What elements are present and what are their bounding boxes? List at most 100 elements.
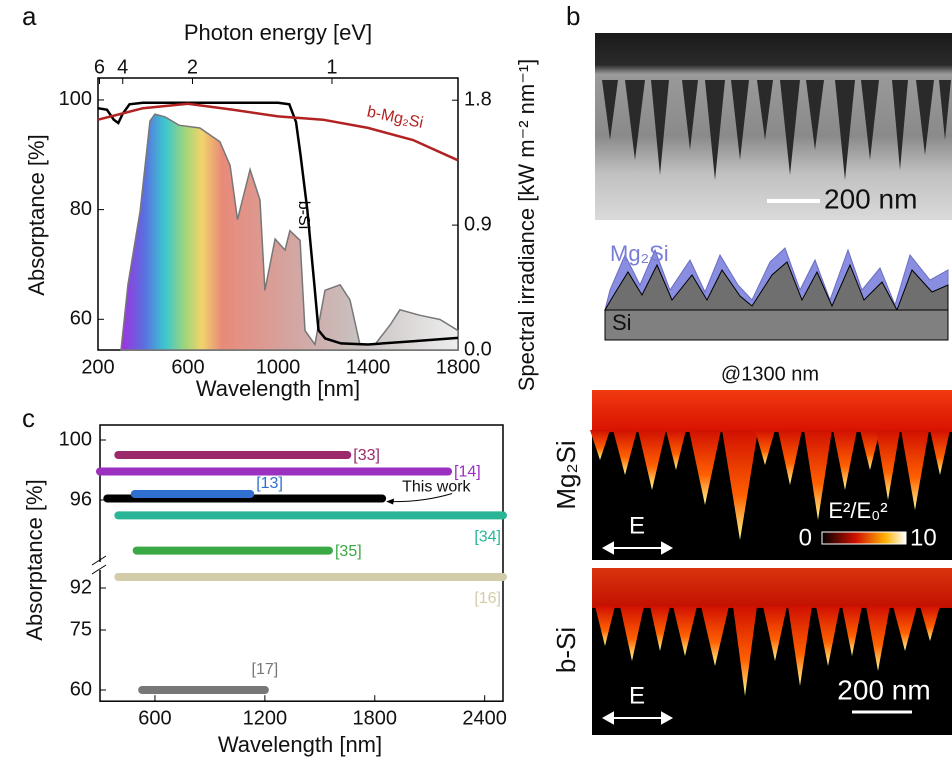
spike <box>733 606 757 696</box>
bar-label: [33] <box>353 447 380 464</box>
y-axis-label: Absorptance [%] <box>24 134 49 295</box>
spike <box>595 606 615 646</box>
spike <box>876 430 900 500</box>
x-tick-label: 1200 <box>243 707 288 729</box>
si-substrate <box>604 309 949 341</box>
x-tick-label: 200 <box>81 356 114 378</box>
colorbar <box>821 531 907 545</box>
x-tick-label: 600 <box>138 707 171 729</box>
x-axis-label: Wavelength [nm] <box>196 376 360 401</box>
x-tick-label: 2400 <box>462 707 507 729</box>
y2-tick-label: 0.0 <box>464 338 492 360</box>
bar-label: [13] <box>256 475 283 492</box>
spike <box>731 80 749 160</box>
bar-label: [35] <box>335 543 362 560</box>
spike <box>920 606 940 641</box>
field-spikes <box>595 606 940 696</box>
x2-tick-label: 6 <box>94 56 105 78</box>
spike <box>788 606 812 686</box>
scale-label: 200 nm <box>824 183 917 214</box>
spike <box>650 606 670 651</box>
colorbar-tick: 0 <box>799 524 812 551</box>
spike <box>861 80 879 160</box>
y-axis-label: Absorptance [%] <box>22 479 47 640</box>
y-tick-label: 100 <box>59 88 92 110</box>
spike <box>757 80 773 140</box>
spike <box>939 80 951 140</box>
y-tick-label: 75 <box>70 618 92 640</box>
spike <box>651 80 669 175</box>
panel-label: c <box>22 403 35 433</box>
y2-tick-label: 1.8 <box>464 88 492 110</box>
y2-axis-label: Spectral irradiance [kW m⁻² nm⁻¹] <box>514 59 539 392</box>
x-tick-label: 1800 <box>353 707 398 729</box>
curve-label: b-Si <box>295 201 312 229</box>
sem-texture <box>602 80 951 180</box>
curve-label: b-Mg₂Si <box>365 103 424 131</box>
spike <box>778 430 802 485</box>
y-tick-label: 96 <box>70 488 92 510</box>
si-spikes <box>604 261 949 312</box>
spike <box>892 80 908 170</box>
spike <box>701 606 729 666</box>
spike <box>620 606 644 661</box>
field-arrow <box>601 541 674 725</box>
scale-label: 200 nm <box>837 674 930 705</box>
plot-frame <box>99 424 504 702</box>
x-tick-label: 1800 <box>436 356 481 378</box>
bar-label: [17] <box>252 661 279 678</box>
y-tick-label: 60 <box>70 308 92 330</box>
spike <box>901 430 929 510</box>
x-axis-label: Wavelength [nm] <box>218 732 382 757</box>
line <box>97 102 459 162</box>
label-arrow <box>386 498 395 505</box>
row-label: Mg₂Si <box>551 440 581 509</box>
spike <box>860 430 880 470</box>
irradiance-area <box>120 113 459 351</box>
spike <box>780 80 800 175</box>
field-label: E <box>629 512 645 539</box>
spike <box>893 606 917 651</box>
spike <box>590 430 610 460</box>
y-tick-label: 60 <box>70 678 92 700</box>
x2-tick-label: 4 <box>117 56 128 78</box>
y-tick-label: 80 <box>70 198 92 220</box>
panel-label: a <box>22 1 37 31</box>
row-label: b-Si <box>551 627 581 673</box>
layer-label: Mg₂Si <box>610 241 669 266</box>
spike <box>666 430 686 470</box>
substrate-label: Si <box>612 310 632 335</box>
wavelength-label: @1300 nm <box>721 363 819 385</box>
spike <box>916 80 934 155</box>
spike <box>835 80 855 180</box>
label-arrow <box>388 493 453 503</box>
axis-break <box>91 564 107 575</box>
field-band <box>592 390 952 432</box>
spike <box>816 606 840 666</box>
spike <box>722 430 758 540</box>
x-tick-label: 600 <box>171 356 204 378</box>
spike <box>602 80 618 140</box>
spike <box>804 430 832 520</box>
colorbar-tick: 10 <box>910 524 937 551</box>
y-tick-label: 100 <box>59 428 92 450</box>
spike <box>806 80 824 150</box>
line <box>97 101 459 346</box>
spike <box>866 606 890 671</box>
axis-break <box>94 562 106 570</box>
x2-tick-label: 1 <box>326 56 337 78</box>
colorbar-label: E²/E₀² <box>828 498 887 523</box>
x-tick-label: 1000 <box>256 356 301 378</box>
x2-tick-label: 2 <box>187 56 198 78</box>
spike <box>689 430 721 505</box>
field-spikes <box>590 430 950 540</box>
spike <box>755 430 775 465</box>
spike <box>625 80 645 160</box>
spike <box>613 430 637 475</box>
bar-label: [14] <box>454 464 481 481</box>
bar-label: [16] <box>474 590 501 607</box>
spike <box>673 606 697 656</box>
bar-label: [34] <box>474 529 501 546</box>
